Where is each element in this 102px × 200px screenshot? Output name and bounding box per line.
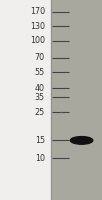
Ellipse shape [70,137,93,144]
Text: 15: 15 [35,136,45,145]
Text: 35: 35 [35,92,45,102]
Text: 25: 25 [35,108,45,117]
Text: 170: 170 [30,7,45,17]
Bar [51,0,102,200]
Text: 40: 40 [35,84,45,93]
Text: 10: 10 [35,154,45,163]
Ellipse shape [72,137,91,144]
Text: 55: 55 [35,68,45,77]
Text: 70: 70 [35,53,45,62]
Text: 130: 130 [30,22,45,31]
Bar [0,0,51,200]
Ellipse shape [74,138,89,143]
Text: 100: 100 [30,36,45,45]
